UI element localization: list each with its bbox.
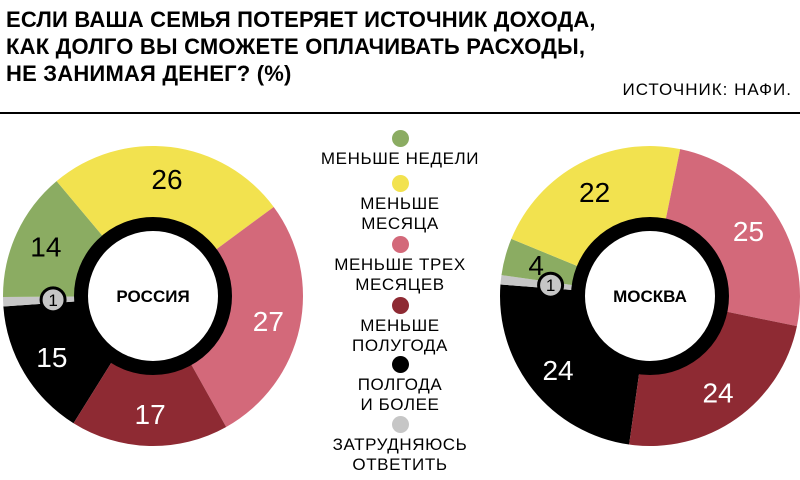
- moscow-slice-lt-week: [501, 238, 578, 286]
- moscow-value-label-lt-week: 4: [528, 250, 544, 281]
- russia-value-label-lt-3-months: 27: [253, 306, 284, 337]
- moscow-slice-half-year-plus: [500, 284, 640, 445]
- russia-slice-lt-month: [56, 146, 274, 250]
- donut-russia: 15 1 14 26 27 17 РОССИЯ: [3, 146, 303, 447]
- russia-slice-lt-week: [3, 181, 103, 298]
- moscow-value-label-lt-month: 22: [579, 177, 610, 208]
- legend-swatch-lt-week: [391, 130, 409, 147]
- legend-label-lt-week: МЕНЬШЕ НЕДЕЛИ: [320, 149, 480, 168]
- russia-value-label-half-year-plus: 15: [36, 342, 67, 373]
- donut-moscow: 24 14 22 25 24 МОСКВА: [500, 145, 800, 446]
- legend-item-lt-3-months: МЕНЬШЕ ТРЕХ МЕСЯЦЕВ: [300, 236, 500, 295]
- legend-item-lt-month: МЕНЬШЕ МЕСЯЦА: [300, 175, 500, 234]
- russia-center-ring: [74, 217, 232, 375]
- legend-label-half-year-plus: И БОЛЕЕ: [360, 395, 440, 414]
- source-note: ИСТОЧНИК: НАФИ.: [622, 80, 792, 99]
- title-line-2: КАК ДОЛГО ВЫ СМОЖЕТЕ ОПЛАЧИВАТЬ РАСХОДЫ,: [6, 34, 586, 59]
- russia-slice-lt-half-year: [73, 362, 227, 447]
- title-line-1: ЕСЛИ ВАША СЕМЬЯ ПОТЕРЯЕТ ИСТОЧНИК ДОХОДА…: [6, 7, 596, 32]
- moscow-value-label-half-year-plus: 24: [542, 355, 573, 386]
- legend-swatch-lt-3-months: [391, 236, 409, 253]
- russia-label-badge-hard-to-say: [39, 286, 67, 314]
- legend-swatch-lt-month: [391, 175, 409, 192]
- moscow-slice-lt-month: [511, 145, 681, 267]
- title-divider: [0, 112, 800, 114]
- legend-item-hard-to-say: ЗАТРУДНЯЮСЬ ОТВЕТИТЬ: [300, 416, 500, 475]
- legend-swatch-hard-to-say: [391, 416, 409, 433]
- russia-value-label-hard-to-say: 1: [48, 291, 57, 310]
- legend-item-half-year-plus: ПОЛГОДА И БОЛЕЕ: [300, 356, 500, 415]
- russia-slice-lt-3-months: [191, 206, 303, 427]
- moscow-value-label-lt-half-year: 24: [702, 377, 733, 408]
- legend-label-lt-half-year: ПОЛУГОДА: [352, 336, 448, 355]
- legend-item-lt-half-year: МЕНЬШЕ ПОЛУГОДА: [300, 297, 500, 356]
- legend-label-hard-to-say: ЗАТРУДНЯЮСЬ ОТВЕТИТЬ: [332, 435, 468, 474]
- russia-slice-half-year-plus: [3, 301, 112, 424]
- legend-swatch-half-year-plus: [391, 356, 409, 373]
- moscow-slice-lt-half-year: [629, 311, 797, 446]
- moscow-value-label-lt-3-months: 25: [733, 216, 764, 247]
- title-line-3: НЕ ЗАНИМАЯ ДЕНЕГ? (%): [6, 61, 292, 86]
- chart-title: ЕСЛИ ВАША СЕМЬЯ ПОТЕРЯЕТ ИСТОЧНИК ДОХОДА…: [6, 6, 596, 87]
- russia-center-title: РОССИЯ: [116, 287, 189, 306]
- legend-label-lt-3-months: МЕНЬШЕ ТРЕХ: [334, 255, 466, 274]
- legend-label-lt-half-year: МЕНЬШЕ: [360, 316, 440, 335]
- moscow-slice-lt-3-months: [665, 149, 800, 327]
- moscow-value-label-hard-to-say: 1: [546, 276, 555, 295]
- legend-label-lt-month: МЕСЯЦА: [361, 214, 439, 233]
- legend-swatch-lt-half-year: [391, 297, 409, 314]
- moscow-center-ring: [571, 217, 729, 375]
- legend-label-lt-3-months: МЕСЯЦЕВ: [355, 275, 445, 294]
- moscow-label-badge-hard-to-say: [537, 271, 565, 299]
- legend-label-half-year-plus: ПОЛГОДА: [357, 375, 443, 394]
- russia-value-label-lt-week: 14: [30, 232, 61, 263]
- legend-label-lt-month: МЕНЬШЕ: [360, 194, 440, 213]
- russia-value-label-lt-half-year: 17: [135, 399, 166, 430]
- moscow-center-title: МОСКВА: [613, 287, 687, 306]
- russia-value-label-lt-month: 26: [151, 164, 182, 195]
- legend-item-lt-week: МЕНЬШЕ НЕДЕЛИ: [300, 130, 500, 169]
